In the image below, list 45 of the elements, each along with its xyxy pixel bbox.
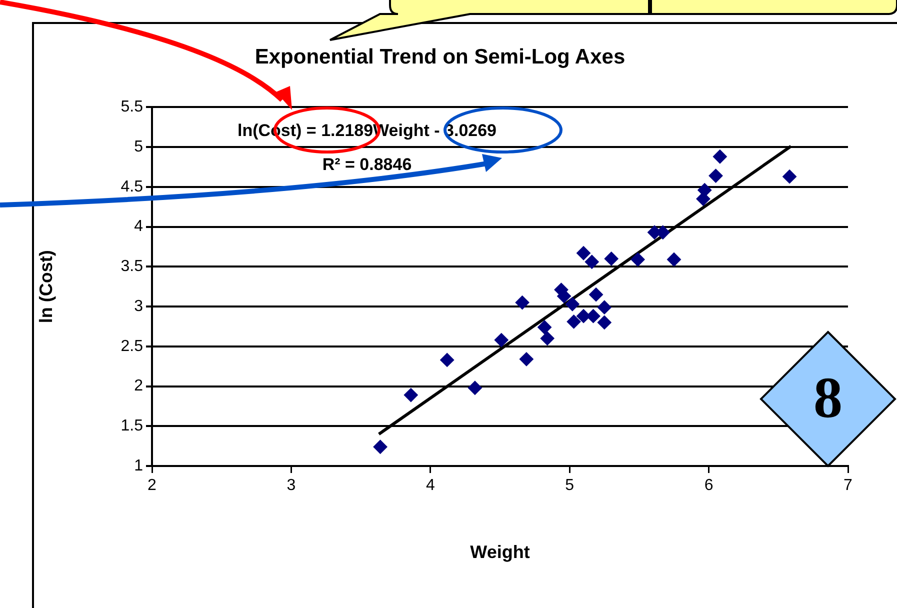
point	[584, 254, 599, 269]
y-axis-title: ln (Cost)	[36, 250, 56, 324]
point	[519, 352, 534, 366]
x-tick-label: 7	[844, 477, 853, 494]
y-tick-label: 1	[134, 457, 144, 474]
point	[540, 331, 554, 346]
y-tick-label: 5	[134, 138, 144, 156]
x-tick-label: 4	[426, 477, 435, 494]
point	[576, 246, 591, 260]
point	[565, 297, 580, 312]
annotation: 8	[812, 364, 844, 432]
point	[404, 388, 418, 402]
point	[782, 170, 797, 184]
point	[566, 314, 581, 329]
point	[708, 168, 723, 183]
y-tick-label: 3.5	[120, 258, 144, 276]
point	[604, 252, 618, 266]
y-tick-label: 1.5	[120, 418, 144, 435]
y-tick-label: 3	[134, 298, 144, 315]
y-tick-label: 5.5	[120, 98, 144, 116]
x-axis-title: Weight	[470, 542, 530, 562]
point	[468, 380, 482, 395]
point	[597, 300, 612, 314]
annotation: R² = 0.8846	[322, 154, 412, 174]
point	[440, 352, 454, 367]
chart-title: Exponential Trend on Semi-Log Axes	[254, 45, 626, 68]
y-tick-label: 2	[134, 378, 144, 395]
y-tick-label: 4.5	[120, 178, 144, 196]
point	[589, 288, 604, 302]
x-tick-label: 3	[286, 477, 296, 494]
point	[494, 333, 508, 348]
x-tick-label: 6	[704, 477, 714, 494]
point	[698, 183, 712, 198]
point	[586, 309, 600, 324]
point	[538, 320, 552, 334]
point	[630, 252, 645, 266]
x-tick-label: 2	[148, 477, 157, 494]
y-tick-label: 4	[134, 218, 144, 236]
point	[667, 252, 681, 266]
y-tick-label: 2.5	[120, 338, 144, 355]
point	[712, 150, 727, 164]
point	[597, 315, 612, 330]
point	[515, 296, 530, 310]
point	[373, 440, 388, 454]
x-tick-label: 5	[565, 477, 574, 494]
